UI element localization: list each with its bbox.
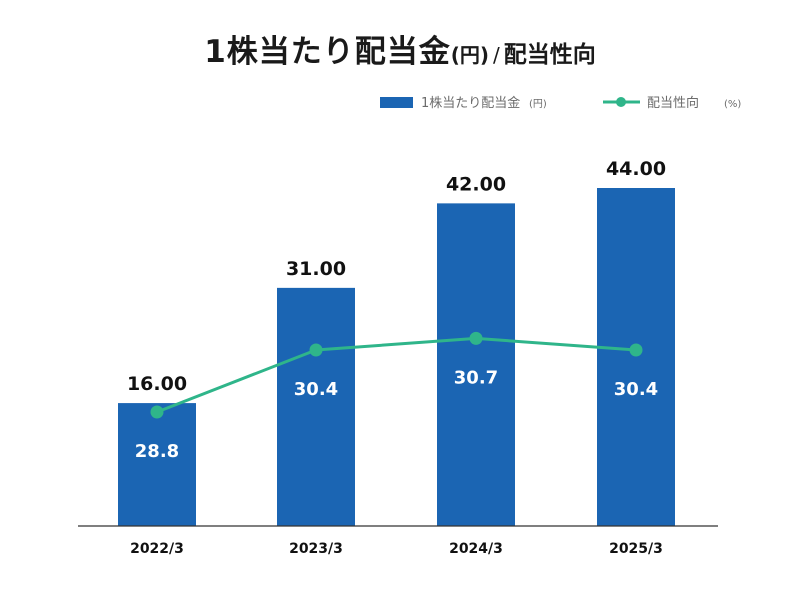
- bar-2025/3: [597, 188, 675, 526]
- chart-title-sub: 配当性向: [503, 42, 596, 68]
- payout-ratio-label: 28.8: [135, 441, 179, 462]
- legend: 1株当たり配当金 (円) 配当性向 (%): [380, 95, 741, 111]
- bar-2024/3: [437, 203, 515, 526]
- x-tick-label: 2023/3: [289, 541, 343, 557]
- payout-ratio-point: [150, 405, 164, 419]
- payout-ratio-point: [309, 343, 323, 357]
- payout-ratio-point: [469, 331, 483, 345]
- x-tick-label: 2022/3: [130, 541, 184, 557]
- x-tick-label: 2024/3: [449, 541, 503, 557]
- legend-bar-unit: (円): [529, 99, 547, 110]
- bar-series: 16.00 31.00 42.00 44.00: [118, 158, 675, 526]
- line-series: 28.8 30.4 30.7 30.4: [135, 331, 658, 462]
- payout-ratio-label: 30.4: [614, 379, 658, 400]
- chart-title-unit: (円): [450, 43, 490, 67]
- x-axis-ticks: 2022/3 2023/3 2024/3 2025/3: [130, 541, 663, 557]
- legend-bar-swatch: [380, 97, 413, 108]
- payout-ratio-point: [629, 343, 643, 357]
- bar-value-label: 31.00: [286, 258, 346, 280]
- chart-title: 1株当たり配当金(円) / 配当性向: [0, 26, 800, 71]
- bar-value-label: 42.00: [446, 173, 506, 195]
- chart-title-separator: /: [493, 43, 500, 67]
- bar-value-label: 16.00: [127, 373, 187, 395]
- payout-ratio-label: 30.4: [294, 379, 338, 400]
- legend-line-marker: [616, 97, 626, 107]
- bar-2022/3: [118, 403, 196, 526]
- bar-2023/3: [277, 287, 355, 526]
- legend-bar-label: 1株当たり配当金: [421, 95, 520, 111]
- payout-ratio-line: [156, 336, 637, 414]
- bar-value-label: 44.00: [606, 158, 666, 180]
- payout-ratio-label: 30.7: [454, 367, 498, 388]
- legend-line-unit: (%): [724, 99, 741, 110]
- x-tick-label: 2025/3: [609, 541, 663, 557]
- legend-line-label: 配当性向: [647, 95, 699, 111]
- chart-title-main: 1株当たり配当金: [204, 34, 451, 70]
